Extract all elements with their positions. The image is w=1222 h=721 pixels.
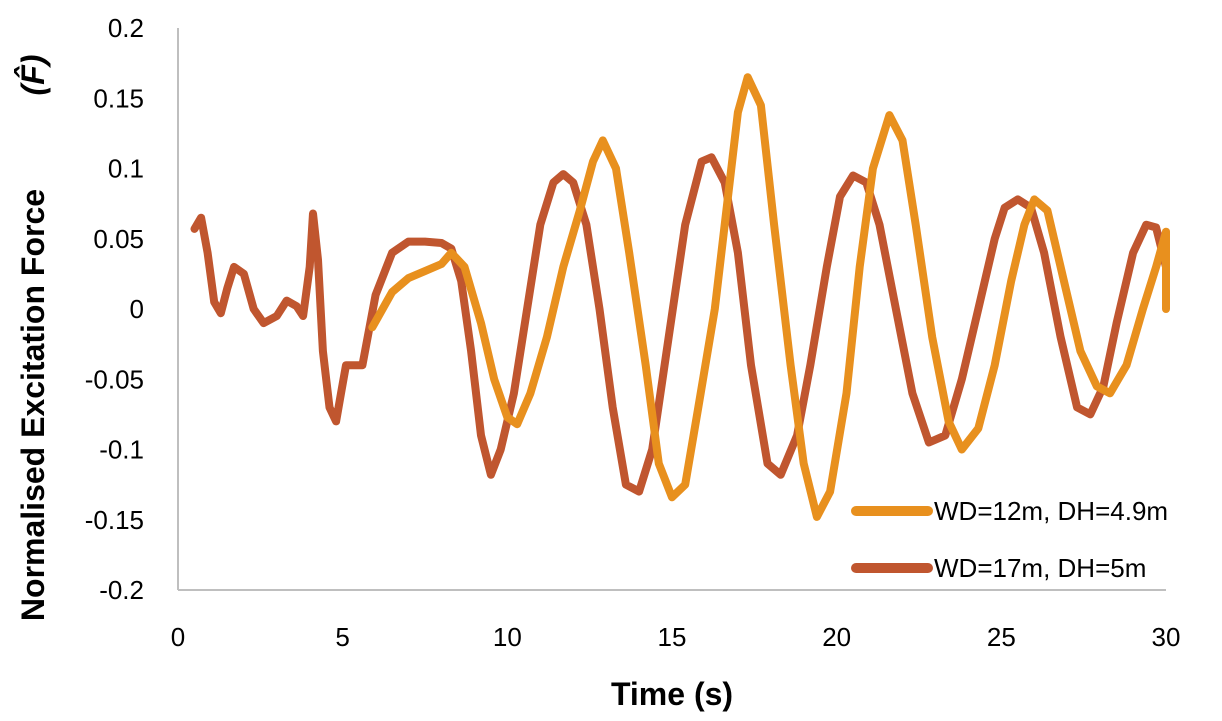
y-tick-label: 0.2 [108, 13, 144, 43]
legend-label-wd17: WD=17m, DH=5m [934, 553, 1146, 583]
y-tick-label: 0.05 [93, 224, 144, 254]
series-layer [190, 73, 1170, 521]
series-line-wd17 [190, 153, 1170, 496]
x-tick-label: 5 [335, 622, 349, 652]
x-tick-label: 0 [171, 622, 185, 652]
y-tick-label: -0.15 [85, 505, 144, 535]
x-tick-label: 30 [1152, 622, 1181, 652]
series-line-wd12 [368, 73, 1170, 521]
x-tick-label: 10 [493, 622, 522, 652]
legend: WD=12m, DH=4.9m WD=17m, DH=5m [851, 496, 1168, 583]
y-axis-symbol: (F̂) [14, 55, 51, 96]
x-axis-title: Time (s) [611, 676, 733, 712]
x-tick-label: 15 [658, 622, 687, 652]
legend-label-wd12: WD=12m, DH=4.9m [934, 496, 1168, 526]
y-tick-label: 0.1 [108, 154, 144, 184]
axes [177, 28, 1166, 591]
y-tick-label: -0.05 [85, 364, 144, 394]
y-tick-label: 0 [130, 294, 144, 324]
y-tick-label: 0.15 [93, 83, 144, 113]
y-axis-title: Normalised Excitation Force [15, 189, 51, 621]
y-tick-label: -0.2 [99, 575, 144, 605]
x-tick-label: 25 [987, 622, 1016, 652]
y-tick-labels: 0.2 0.15 0.1 0.05 0 -0.05 -0.1 -0.15 -0.2 [85, 13, 144, 605]
x-tick-label: 20 [822, 622, 851, 652]
y-tick-label: -0.1 [99, 435, 144, 465]
x-tick-labels: 0 5 10 15 20 25 30 [171, 622, 1181, 652]
